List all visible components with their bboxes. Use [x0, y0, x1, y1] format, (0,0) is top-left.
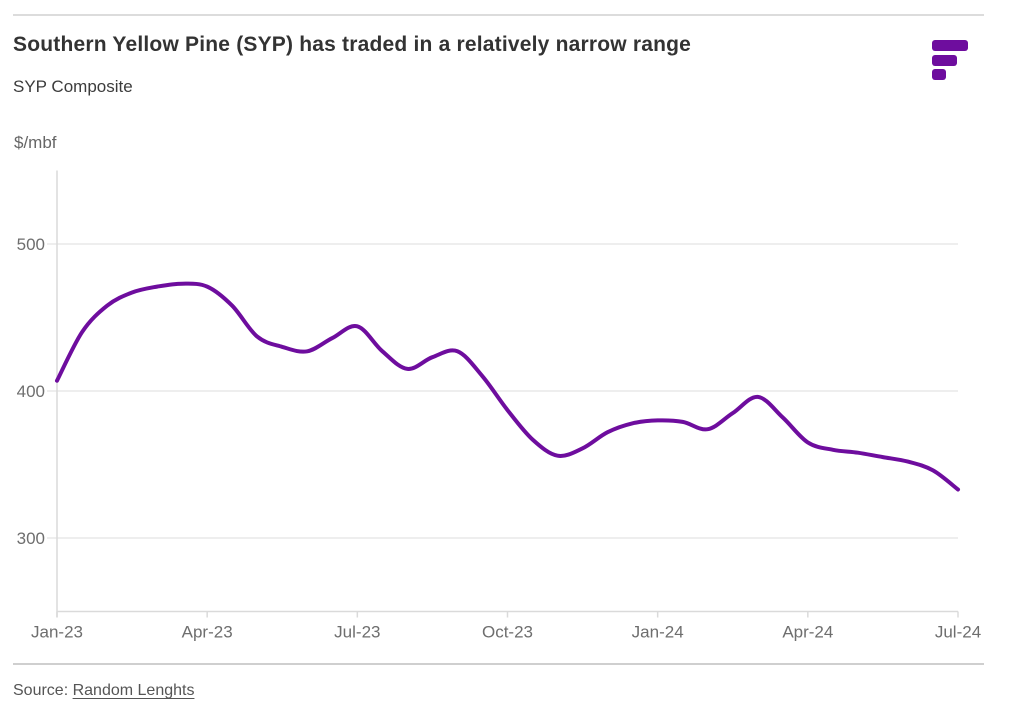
- source-link[interactable]: Random Lenghts: [72, 682, 195, 699]
- logo-bar-middle: [932, 54, 957, 66]
- y-tick-label-400: 400: [17, 382, 45, 401]
- x-tick-label-Jul-24: Jul-24: [935, 623, 981, 642]
- top-divider: [13, 14, 984, 16]
- series-line-syp-composite: [55, 281, 960, 492]
- y-tick-label-300: 300: [17, 529, 45, 548]
- x-tick-label-Jan-23: Jan-23: [31, 623, 83, 642]
- x-tick-label-Apr-24: Apr-24: [782, 623, 833, 642]
- fastmarkets-logo-icon: [932, 40, 968, 81]
- y-tick-label-500: 500: [17, 235, 45, 254]
- x-tick-label-Jul-23: Jul-23: [334, 623, 380, 642]
- page-title: Southern Yellow Pine (SYP) has traded in…: [13, 33, 692, 56]
- footer-divider: [13, 663, 984, 665]
- logo-bar-bottom: [932, 69, 946, 80]
- y-axis-unit-label: $/mbf: [14, 133, 57, 152]
- x-tick-label-Apr-23: Apr-23: [182, 623, 233, 642]
- x-tick-label-Jan-24: Jan-24: [632, 623, 684, 642]
- logo-bar-top: [932, 40, 968, 51]
- x-tick-label-Oct-23: Oct-23: [482, 623, 533, 642]
- page-subtitle: SYP Composite: [13, 77, 133, 96]
- source-prefix: Source:: [13, 682, 73, 699]
- source-line: Source: Random Lenghts: [13, 682, 194, 700]
